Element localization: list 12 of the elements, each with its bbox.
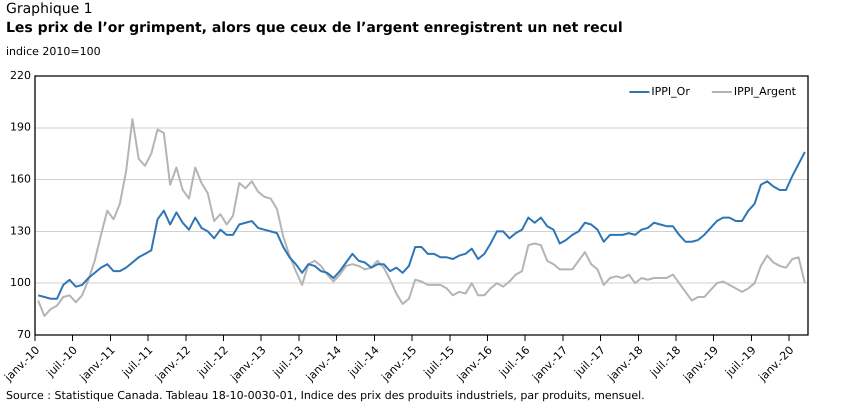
y-tick-label: 70 [17,328,31,341]
y-tick-label: 220 [10,68,31,82]
legend-label: IPPI_Argent [734,84,797,98]
y-tick-label: 100 [10,276,31,290]
y-tick-label: 160 [10,172,31,186]
chart-title: Graphique 1 [6,1,93,17]
source-note: Source : Statistique Canada. Tableau 18-10-0030-01, Indice des prix des produits industriels, par produits, mensuel. [6,389,645,402]
y-tick-label: 190 [10,120,31,134]
chart-subtitle: Les prix de l’or grimpent, alors que ceux de l’argent enregistrent un net recul [6,20,623,36]
y-axis-title: indice 2010=100 [6,45,101,58]
y-tick-label: 130 [10,224,31,238]
legend-label: IPPI_Or [651,84,690,98]
